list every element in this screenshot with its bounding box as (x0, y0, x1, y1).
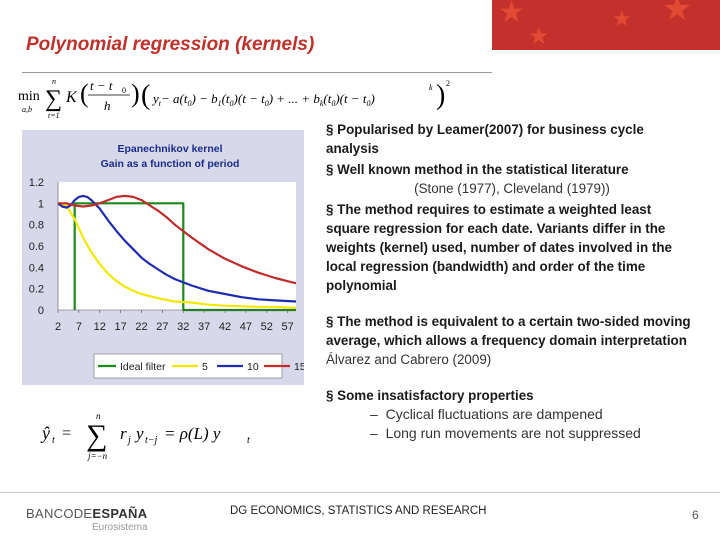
series-line-5 (57, 202, 297, 309)
legend: Ideal filter 5 10 15 (98, 361, 306, 373)
sub-bullet-text: Cyclical fluctuations are dampened (385, 406, 603, 422)
y-term-sub: t−j (145, 435, 158, 446)
yhat-sub: t (52, 435, 55, 446)
x-axis: 2 7 12 17 22 27 32 37 42 47 52 57 (55, 310, 294, 333)
bullet-item: § The method is equivalent to a certain … (326, 314, 691, 367)
y-axis: 0 0.2 0.4 0.6 0.8 1 1.2 (29, 177, 44, 317)
y-tick-label: 0.4 (29, 262, 44, 274)
x-tick-label: 37 (198, 321, 210, 333)
x-tick-label: 57 (282, 321, 294, 333)
sub-bullet: – Cyclical fluctuations are dampened (370, 406, 603, 422)
chart-subtitle: Gain as a function of period (101, 158, 240, 170)
sub-bullet-text: Long run movements are not suppressed (385, 425, 641, 441)
star-icon: ★ (612, 6, 632, 31)
bullet-item: § Some insatisfactory properties (326, 388, 534, 403)
bullet-text: Well known method in the statistical lit… (337, 162, 629, 177)
formula-min-sub: a,b (22, 105, 32, 114)
y-tick-label: 0 (38, 305, 44, 317)
exp-k: k (429, 83, 433, 92)
weight-r: r (120, 424, 127, 443)
star-icon: ★ (528, 23, 550, 50)
x-tick-label: 42 (219, 321, 231, 333)
chart-title: Epanechnikov kernel (117, 143, 222, 155)
yhat: ŷ (40, 423, 50, 443)
y-tick-label: 0.2 (29, 284, 44, 296)
bullet-item: § Popularised by Leamer(2007) for busine… (326, 122, 644, 156)
sum-symbol: ∑ (45, 86, 62, 112)
legend-label: 10 (247, 361, 259, 373)
bullet-list: § Popularised by Leamer(2007) for busine… (326, 120, 698, 443)
kernel-K: K (65, 89, 78, 106)
x-tick-label: 12 (94, 321, 106, 333)
sub-bullet: – Long run movements are not suppressed (370, 425, 641, 441)
star-icon: ★ (498, 0, 525, 29)
sum-lower: t=1 (48, 111, 60, 120)
star-icon: ★ (662, 0, 693, 28)
slide-title: Polynomial regression (kernels) (26, 34, 315, 55)
x-tick-label: 52 (261, 321, 273, 333)
rho-expression-sub: t (247, 435, 250, 446)
formula-min: min (18, 89, 40, 104)
title-divider (22, 72, 492, 73)
x-tick-label: 22 (135, 321, 147, 333)
x-tick-label: 27 (156, 321, 168, 333)
bullet-text: Some insatisfactory properties (337, 388, 534, 403)
series-lines (57, 194, 297, 312)
formula-body: yt− a(t0) − b1(t0)(t − t0) + ... + bk(t0… (151, 91, 375, 108)
y-term: y (134, 424, 144, 443)
weight-r-sub: j (126, 435, 131, 446)
sum-upper: n (52, 77, 56, 86)
series-line-15 (58, 194, 297, 285)
frac-numerator-sub: 0 (122, 86, 126, 95)
bracket-right: ) (436, 80, 445, 111)
y-tick-label: 1.2 (29, 177, 44, 189)
bullet-item: § Well known method in the statistical l… (326, 160, 698, 198)
paren-left: ( (80, 79, 89, 108)
chart-panel: Epanechnikov kernel Gain as a function o… (22, 130, 306, 385)
gain-chart: Epanechnikov kernel Gain as a function o… (29, 143, 306, 379)
x-tick-label: 32 (177, 321, 189, 333)
citation: Álvarez and Cabrero (2009) (326, 352, 492, 367)
legend-label: 5 (202, 361, 208, 373)
exp-2: 2 (446, 79, 450, 88)
y-tick-label: 1 (38, 198, 44, 210)
rho-expression: = ρ(L) y (164, 424, 221, 443)
objective-formula: min a,b n ∑ t=1 K ( t − t 0 h ) ( yt− a(… (18, 77, 450, 120)
moving-average-formula: ŷ t = n ∑ j=−n r j y t−j = ρ(L) y t (40, 411, 250, 461)
bullet-item: § The method requires to estimate a weig… (326, 202, 672, 293)
bullet-text: The method is equivalent to a certain tw… (326, 314, 691, 348)
x-tick-label: 47 (240, 321, 252, 333)
sum-symbol: ∑ (86, 419, 107, 452)
frac-numerator: t − t (90, 78, 113, 93)
logo: BANCODEESPAÑA (26, 506, 148, 521)
frac-denominator: h (104, 98, 111, 113)
paren-right: ) (131, 79, 140, 108)
x-tick-label: 17 (115, 321, 127, 333)
x-tick-label: 2 (55, 321, 61, 333)
legend-label: 15 (294, 361, 304, 373)
sum-lower: j=−n (87, 451, 108, 461)
header-banner: ★ ★ ★ ★ (492, 0, 720, 50)
logo-subtitle: Eurosistema (92, 522, 148, 533)
x-tick-label: 7 (76, 321, 82, 333)
page-number: 6 (692, 508, 699, 522)
legend-label: Ideal filter (120, 361, 166, 373)
footer-text: DG ECONOMICS, STATISTICS AND RESEARCH (230, 505, 487, 517)
y-tick-label: 0.6 (29, 241, 44, 253)
y-tick-label: 0.8 (29, 220, 44, 232)
bullet-text: Popularised by Leamer(2007) for business… (326, 122, 644, 156)
footer-divider (0, 492, 720, 493)
equals: = (62, 425, 71, 442)
series-line-10 (57, 194, 297, 303)
citation: (Stone (1977), Cleveland (1979)) (414, 181, 610, 196)
sum-upper: n (96, 411, 101, 421)
bracket-left: ( (141, 80, 150, 111)
bullet-text: The method requires to estimate a weight… (326, 202, 672, 293)
